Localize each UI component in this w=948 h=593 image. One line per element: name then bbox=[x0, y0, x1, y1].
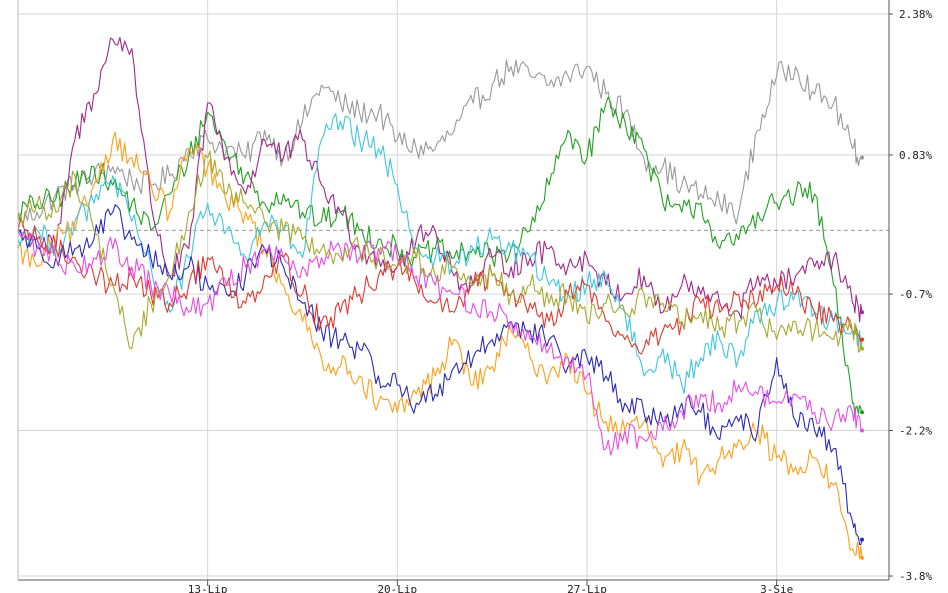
y-tick-label: -3.8% bbox=[899, 570, 932, 583]
series-lines bbox=[17, 36, 864, 560]
x-tick-label: 3-Sie bbox=[760, 583, 793, 593]
series-line bbox=[17, 131, 863, 559]
plot-area bbox=[18, 0, 889, 580]
y-tick-label: 0.83% bbox=[899, 149, 932, 162]
series-end-point bbox=[860, 337, 864, 342]
series-end-point bbox=[860, 410, 864, 415]
y-axis-ticks: 2.38% 0.83% -0.7% -2.2% -3.8% bbox=[889, 8, 932, 583]
series-end-point bbox=[860, 555, 864, 560]
series-end-point bbox=[860, 155, 864, 160]
y-tick-label: -0.7% bbox=[899, 288, 932, 301]
series-end-point bbox=[860, 310, 864, 315]
series-end-point bbox=[860, 428, 864, 433]
series-line bbox=[17, 230, 863, 456]
series-end-point bbox=[860, 346, 864, 351]
x-axis-ticks: 13-Lip 20-Lip 27-Lip 3-Sie bbox=[188, 580, 793, 593]
series-line bbox=[17, 96, 863, 417]
series-line bbox=[17, 204, 863, 546]
series-line bbox=[17, 113, 863, 395]
series-line bbox=[17, 36, 863, 323]
x-tick-label: 27-Lip bbox=[567, 583, 607, 593]
x-tick-label: 20-Lip bbox=[377, 583, 417, 593]
series-line bbox=[17, 218, 863, 355]
series-end-point bbox=[860, 537, 864, 542]
y-tick-label: -2.2% bbox=[899, 424, 932, 437]
y-tick-label: 2.38% bbox=[899, 8, 932, 21]
x-tick-label: 13-Lip bbox=[188, 583, 228, 593]
series-line bbox=[17, 150, 863, 353]
